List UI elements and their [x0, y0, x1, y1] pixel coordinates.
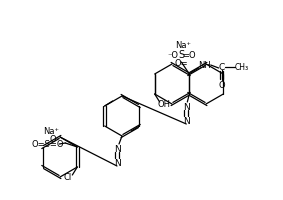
Text: Cl: Cl — [63, 173, 71, 182]
Text: =O: =O — [183, 50, 196, 59]
Text: CH₃: CH₃ — [235, 63, 249, 72]
Text: O⁻: O⁻ — [50, 135, 61, 144]
Text: Na⁺: Na⁺ — [175, 40, 191, 49]
Text: OH: OH — [157, 100, 170, 109]
Text: S: S — [178, 50, 185, 60]
Text: O=: O= — [175, 58, 188, 67]
Text: O=S=O: O=S=O — [31, 140, 64, 149]
Text: N: N — [114, 159, 120, 168]
Text: N: N — [114, 145, 120, 154]
Text: NH: NH — [198, 61, 211, 70]
Text: N: N — [183, 117, 190, 126]
Text: N: N — [183, 103, 190, 112]
Text: C: C — [218, 63, 225, 72]
Text: Na⁺: Na⁺ — [43, 127, 59, 136]
Text: ⁻O: ⁻O — [168, 50, 179, 59]
Text: O: O — [218, 81, 225, 90]
